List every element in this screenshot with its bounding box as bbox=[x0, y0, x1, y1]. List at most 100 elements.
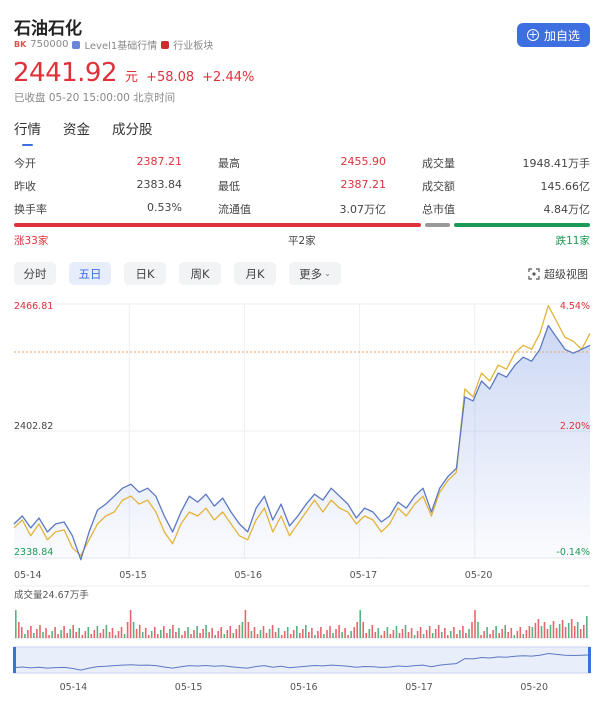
stat-label: 最高 bbox=[218, 157, 240, 170]
volume-bar bbox=[459, 630, 461, 638]
level1-tag[interactable]: Level1基础行情 bbox=[84, 41, 158, 52]
volume-bar bbox=[299, 633, 301, 638]
volume-bar bbox=[510, 628, 513, 638]
volume-bar bbox=[483, 631, 485, 638]
navigator-left-handle[interactable] bbox=[13, 647, 16, 673]
breadth-down-segment bbox=[454, 223, 590, 227]
volume-bar bbox=[332, 633, 334, 638]
volume-bar bbox=[513, 635, 516, 638]
volume-bar bbox=[410, 628, 413, 638]
breadth-down-label: 跌11家 bbox=[555, 235, 590, 247]
volume-bar bbox=[27, 630, 29, 638]
volume-bar bbox=[338, 625, 340, 638]
volume-bar bbox=[199, 633, 201, 638]
navigator-right-handle[interactable] bbox=[588, 647, 591, 673]
period-tab-weekly[interactable]: 周K bbox=[179, 262, 221, 285]
x-tick-label: 05-14 bbox=[14, 570, 42, 581]
volume-bar bbox=[425, 630, 428, 638]
volume-bar bbox=[552, 621, 555, 638]
volume-bar bbox=[24, 634, 26, 638]
price-unit: 元 bbox=[125, 70, 139, 85]
volume-bar bbox=[268, 629, 271, 638]
volume-bar bbox=[229, 626, 232, 638]
stat-value: 4.84万亿 bbox=[543, 203, 591, 216]
volume-bar bbox=[419, 627, 422, 638]
volume-bar bbox=[296, 626, 298, 638]
volume-bar bbox=[495, 626, 497, 638]
volume-bar bbox=[190, 634, 192, 638]
volume-bar bbox=[471, 622, 473, 638]
volume-bar bbox=[69, 629, 71, 638]
level1-icon bbox=[72, 40, 81, 49]
volume-bar bbox=[404, 625, 407, 638]
volume-bar bbox=[289, 634, 292, 638]
volume-bar bbox=[504, 625, 506, 638]
x-tick-label: 05-16 bbox=[234, 570, 262, 581]
instrument-code: 750000 bbox=[30, 39, 69, 50]
volume-bar bbox=[208, 632, 210, 638]
volume-bar bbox=[465, 633, 467, 638]
stat-value: 2383.84 bbox=[136, 178, 183, 191]
volume-bar bbox=[220, 627, 222, 638]
tab-quote[interactable]: 行情 bbox=[14, 118, 41, 146]
volume-bar bbox=[486, 627, 488, 638]
volume-bar bbox=[172, 625, 174, 638]
breadth-labels: 涨33家 平2家 跌11家 bbox=[14, 233, 590, 247]
volume-bar bbox=[196, 626, 198, 638]
volume-bar bbox=[262, 626, 265, 638]
y-label-top: 2466.81 bbox=[14, 301, 53, 312]
volume-bar bbox=[320, 627, 322, 638]
volume-bar bbox=[48, 635, 50, 638]
add-watchlist-button[interactable]: + 加自选 bbox=[517, 23, 590, 47]
volume-bar bbox=[193, 630, 195, 638]
volume-bar bbox=[383, 631, 386, 638]
price-change: +58.08 bbox=[146, 70, 195, 85]
volume-bar bbox=[138, 625, 141, 638]
volume-bar bbox=[90, 634, 93, 638]
volume-bar bbox=[169, 629, 171, 638]
tab-constituents[interactable]: 成分股 bbox=[112, 122, 153, 138]
volume-bar bbox=[489, 634, 491, 638]
sector-tag[interactable]: 行业板块 bbox=[173, 41, 214, 52]
pct-label-top: 4.54% bbox=[560, 301, 590, 312]
volume-bar bbox=[371, 625, 374, 638]
volume-bar bbox=[395, 626, 398, 638]
period-tab-more[interactable]: 更多 ⌄ bbox=[289, 262, 341, 285]
volume-bar bbox=[123, 634, 126, 638]
volume-bar bbox=[235, 629, 238, 638]
period-tabs: 分时 五日 日K 周K 月K 更多 ⌄ bbox=[14, 262, 341, 285]
volume-bar bbox=[534, 623, 537, 638]
stat-label: 换手率 bbox=[14, 203, 47, 216]
period-tab-intraday[interactable]: 分时 bbox=[14, 262, 56, 285]
period-tab-daily[interactable]: 日K bbox=[124, 262, 166, 285]
super-view-button[interactable]: 超级视图 bbox=[528, 266, 588, 282]
volume-bar bbox=[540, 626, 543, 638]
volume-bar bbox=[365, 633, 367, 638]
volume-bar bbox=[323, 634, 325, 638]
volume-bar bbox=[150, 631, 153, 638]
last-price: 2441.92 bbox=[13, 58, 118, 88]
volume-bar bbox=[259, 630, 262, 638]
range-navigator bbox=[13, 646, 591, 674]
stats-row: 昨收 2383.84 最低 2387.21 成交额 145.66亿 bbox=[14, 178, 590, 194]
volume-bar bbox=[341, 632, 343, 638]
sector-icon bbox=[161, 40, 170, 49]
volume-bar bbox=[498, 633, 500, 638]
volume-bar bbox=[356, 622, 358, 638]
volume-bar bbox=[522, 634, 525, 638]
volume-bar bbox=[108, 632, 111, 638]
volume-bar bbox=[444, 628, 446, 638]
volume-bar bbox=[187, 627, 189, 638]
tab-capital[interactable]: 资金 bbox=[63, 122, 90, 138]
volume-bar bbox=[525, 630, 528, 638]
volume-bar bbox=[570, 619, 573, 638]
period-tab-monthly[interactable]: 月K bbox=[234, 262, 276, 285]
volume-bar bbox=[353, 627, 355, 638]
volume-bar bbox=[78, 628, 80, 638]
stat-label: 昨收 bbox=[14, 180, 36, 193]
period-tab-5day[interactable]: 五日 bbox=[69, 262, 111, 285]
volume-bar bbox=[160, 630, 162, 638]
nav-x-label: 05-16 bbox=[290, 682, 318, 693]
chart-svg[interactable]: 2466.81 2402.82 2338.84 4.54% 2.20% -0.14% 05-… bbox=[0, 290, 598, 712]
volume-bar bbox=[314, 635, 316, 638]
